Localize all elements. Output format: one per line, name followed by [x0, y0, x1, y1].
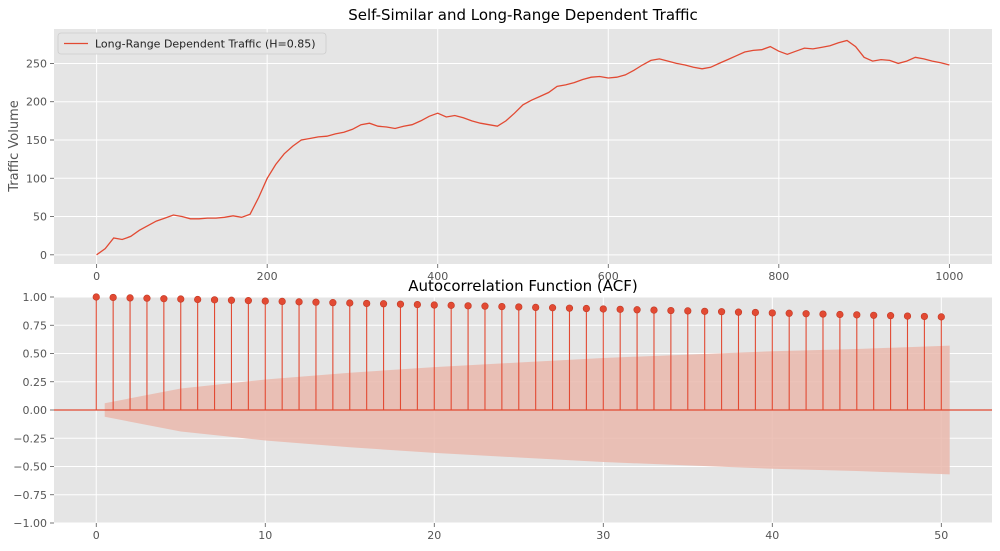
acf-marker: [227, 296, 236, 304]
acf-marker: [717, 308, 726, 316]
acf-marker: [768, 309, 776, 317]
acf-marker: [937, 313, 945, 321]
traffic-plot-area: [54, 29, 992, 264]
acf-marker: [160, 295, 168, 303]
acf-marker: [194, 295, 202, 304]
traffic-y-tick-label: 250: [26, 57, 47, 70]
acf-marker: [870, 311, 878, 319]
acf-chart: 1.00 0.75 0.50 0.25 0.00 −0.25 −0.50 −0.75 −1.00…: [13, 277, 992, 542]
acf-x-tick-label: 0: [93, 529, 100, 542]
acf-marker: [684, 307, 692, 315]
traffic-x-tick-label: 0: [93, 270, 100, 283]
traffic-y-tick-label: 100: [26, 172, 47, 185]
acf-marker: [734, 308, 743, 316]
traffic-y-tick-label: 0: [40, 249, 47, 262]
acf-y-tick-label: −0.75: [13, 489, 47, 502]
acf-marker: [785, 309, 793, 317]
traffic-chart: 0 50 100 150 200 250 0 200 400 600 800 1000 Self-S…: [7, 6, 992, 283]
traffic-x-tick-label: 1000: [935, 270, 963, 283]
acf-x-tick-label: 40: [765, 529, 779, 542]
acf-y-tick-label: 0.00: [23, 404, 48, 417]
acf-marker: [565, 304, 574, 312]
acf-marker: [633, 306, 641, 314]
acf-marker: [92, 293, 100, 301]
acf-marker: [244, 297, 252, 305]
acf-marker: [667, 306, 675, 315]
legend-box: [57, 32, 327, 55]
traffic-y-axis-label: Traffic Volume: [7, 100, 22, 193]
acf-chart-title: Autocorrelation Function (ACF): [408, 277, 637, 295]
acf-marker: [751, 308, 759, 317]
acf-marker: [312, 298, 320, 306]
acf-marker: [430, 301, 438, 309]
traffic-legend: Long-Range Dependent Traffic (H=0.85): [57, 32, 327, 55]
acf-marker: [903, 312, 912, 320]
acf-marker: [295, 298, 303, 306]
acf-marker: [109, 293, 117, 302]
acf-marker: [329, 299, 337, 307]
legend-label: Long-Range Dependent Traffic (H=0.85): [95, 38, 316, 51]
traffic-x-tick-label: 400: [427, 270, 448, 283]
acf-x-tick-label: 10: [258, 529, 272, 542]
acf-marker: [464, 302, 472, 310]
acf-marker: [802, 310, 810, 318]
acf-marker: [126, 294, 134, 302]
traffic-x-tick-label: 600: [598, 270, 619, 283]
acf-marker: [210, 296, 219, 304]
acf-marker: [532, 303, 540, 311]
acf-marker: [481, 302, 489, 310]
acf-marker: [261, 297, 269, 305]
traffic-chart-title: Self-Similar and Long-Range Dependent Tr…: [348, 6, 698, 24]
acf-y-tick-label: 0.50: [23, 348, 48, 361]
acf-y-tick-label: 1.00: [23, 291, 48, 304]
acf-y-tick-label: 0.25: [23, 376, 48, 389]
acf-y-tick-label: 0.75: [23, 319, 48, 332]
acf-marker: [819, 310, 827, 318]
acf-y-tick-label: −1.00: [13, 517, 47, 530]
acf-marker: [616, 305, 624, 313]
acf-marker: [143, 294, 151, 302]
acf-x-tick-label: 20: [427, 529, 441, 542]
acf-y-tick-label: −0.50: [13, 461, 47, 474]
acf-x-tick-label: 30: [596, 529, 610, 542]
acf-marker: [177, 295, 185, 303]
acf-marker: [886, 312, 895, 320]
traffic-series-line: [96, 39, 950, 256]
traffic-x-tick-label: 200: [257, 270, 278, 283]
traffic-y-tick-label: 50: [33, 211, 47, 224]
acf-x-tick-label: 50: [934, 529, 948, 542]
acf-marker: [498, 303, 506, 311]
acf-marker: [582, 304, 590, 313]
acf-marker: [701, 307, 709, 315]
acf-marker: [379, 300, 388, 308]
acf-marker: [447, 301, 455, 309]
acf-marker: [515, 303, 523, 311]
acf-y-tick-label: −0.25: [13, 432, 47, 445]
acf-marker: [396, 300, 405, 308]
traffic-x-tick-label: 800: [768, 270, 789, 283]
acf-marker: [599, 305, 607, 313]
acf-marker: [548, 304, 557, 312]
acf-marker: [363, 299, 371, 308]
traffic-y-tick-label: 150: [26, 134, 47, 147]
acf-marker: [413, 300, 421, 309]
acf-marker: [920, 312, 928, 321]
acf-marker: [278, 297, 286, 306]
acf-marker: [346, 299, 354, 307]
acf-marker: [650, 306, 658, 314]
acf-marker: [836, 310, 844, 319]
acf-marker: [853, 311, 861, 319]
traffic-y-tick-label: 200: [26, 96, 47, 109]
